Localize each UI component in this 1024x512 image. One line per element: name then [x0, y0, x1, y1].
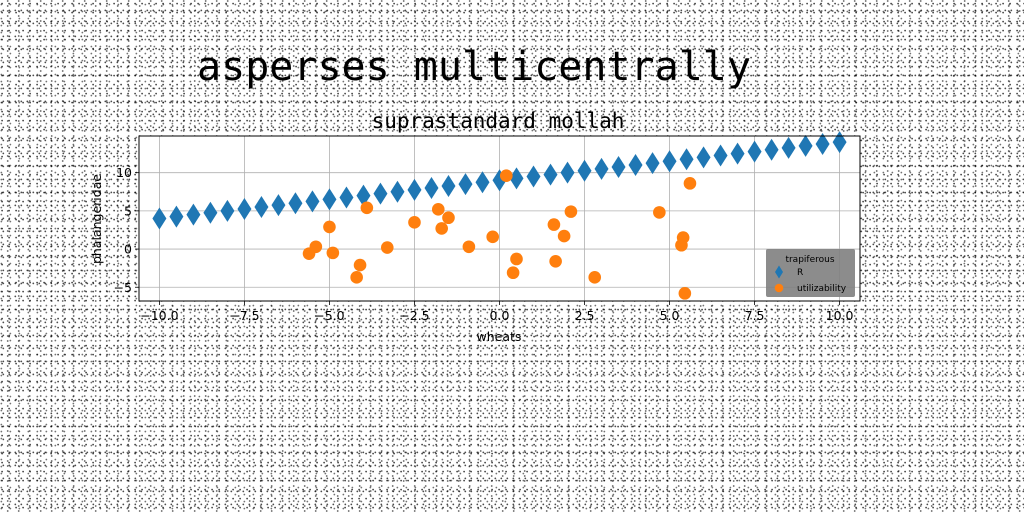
data-point-circle [350, 271, 363, 284]
data-point-diamond [203, 201, 218, 224]
x-tick-label: 10.0 [826, 308, 854, 323]
data-point-circle [500, 169, 513, 183]
data-point-diamond [594, 157, 609, 180]
data-point-diamond [237, 197, 252, 220]
data-point-diamond [611, 155, 626, 178]
data-point-diamond [713, 144, 728, 167]
data-point-diamond [662, 150, 677, 173]
data-point-circle [380, 241, 394, 254]
data-point-circle [683, 177, 697, 190]
data-point-circle [506, 266, 520, 280]
data-point-diamond [390, 180, 405, 203]
data-point-diamond [271, 194, 286, 217]
data-point-diamond [305, 190, 320, 213]
data-point-diamond [373, 182, 388, 205]
data-point-circle [435, 222, 448, 235]
data-point-circle [547, 218, 561, 231]
data-point-diamond [645, 152, 660, 175]
data-point-diamond [560, 161, 575, 184]
data-point-diamond [696, 146, 711, 169]
data-point-circle [442, 211, 455, 225]
x-tick-label: 5.0 [660, 308, 680, 323]
data-point-circle [408, 216, 421, 229]
y-axis: −5 0 5 10 [114, 165, 139, 295]
x-axis-label: wheats [477, 329, 522, 344]
data-point-circle [431, 203, 445, 216]
data-point-diamond [815, 133, 830, 156]
y-tick-label: 0 [124, 242, 132, 257]
data-point-diamond [526, 165, 541, 188]
x-tick-label: 0.0 [490, 308, 510, 323]
legend-title: trapiferous [785, 255, 834, 265]
x-tick-label: 2.5 [575, 308, 595, 323]
x-tick-label: −10.0 [140, 308, 178, 323]
data-point-circle [486, 230, 499, 244]
x-tick-label: −5.0 [314, 308, 344, 323]
data-point-circle [360, 201, 374, 215]
grid-lines [139, 136, 860, 301]
data-point-diamond [424, 176, 439, 199]
legend-marker-diamond [775, 265, 783, 279]
x-tick-label: −7.5 [229, 308, 259, 323]
data-point-diamond [764, 138, 779, 161]
x-tick-label: 7.5 [745, 308, 765, 323]
data-point-circle [678, 287, 692, 300]
data-point-diamond [220, 199, 235, 222]
legend-marker-circle [774, 283, 784, 293]
legend-label: R [797, 268, 803, 278]
legend-box [766, 249, 855, 297]
data-point-diamond [781, 136, 796, 159]
data-point-diamond [152, 207, 167, 230]
data-point-circle [557, 229, 571, 243]
chart-title: suprastandard mollah [372, 109, 625, 133]
data-point-diamond [475, 171, 490, 194]
data-point-diamond [322, 188, 337, 211]
y-axis-label: phalangeridae [89, 174, 104, 264]
data-point-diamond [169, 205, 184, 228]
data-point-diamond [441, 175, 456, 198]
data-point-diamond [577, 159, 592, 182]
data-point-circle [462, 240, 476, 254]
data-point-diamond [288, 192, 303, 215]
series-layer [152, 131, 847, 300]
x-tick-label: −2.5 [399, 308, 429, 323]
data-point-diamond [679, 148, 694, 171]
data-point-diamond [254, 196, 269, 219]
data-point-circle [653, 206, 666, 219]
data-point-circle [353, 258, 367, 272]
data-point-diamond [730, 142, 745, 165]
figure-suptitle: asperses multicentrally [197, 44, 751, 90]
data-point-diamond [543, 163, 558, 186]
data-point-diamond [407, 178, 422, 201]
data-point-circle [323, 220, 336, 234]
y-tick-label: −5 [114, 280, 132, 295]
data-point-diamond [186, 203, 201, 226]
data-point-diamond [458, 173, 473, 196]
data-point-diamond [356, 184, 371, 207]
legend-label: utilizability [797, 284, 847, 294]
series-1 [152, 131, 847, 230]
data-point-circle [309, 240, 323, 254]
data-point-circle [510, 252, 523, 266]
data-point-circle [564, 205, 578, 218]
series-2 [302, 169, 697, 300]
y-tick-label: 5 [124, 203, 132, 218]
data-point-diamond [832, 131, 847, 154]
x-axis: −10.0 −7.5 −5.0 −2.5 0.0 2.5 5.0 7.5 10.0 [140, 301, 854, 323]
data-point-diamond [798, 134, 813, 157]
y-tick-label: 10 [116, 165, 132, 180]
data-point-diamond [747, 140, 762, 163]
data-point-diamond [628, 154, 643, 177]
data-point-circle [549, 254, 562, 268]
data-point-circle [326, 246, 340, 260]
data-point-diamond [509, 167, 524, 190]
data-point-diamond [339, 186, 354, 209]
data-point-circle [588, 271, 602, 284]
data-point-circle [676, 231, 690, 244]
